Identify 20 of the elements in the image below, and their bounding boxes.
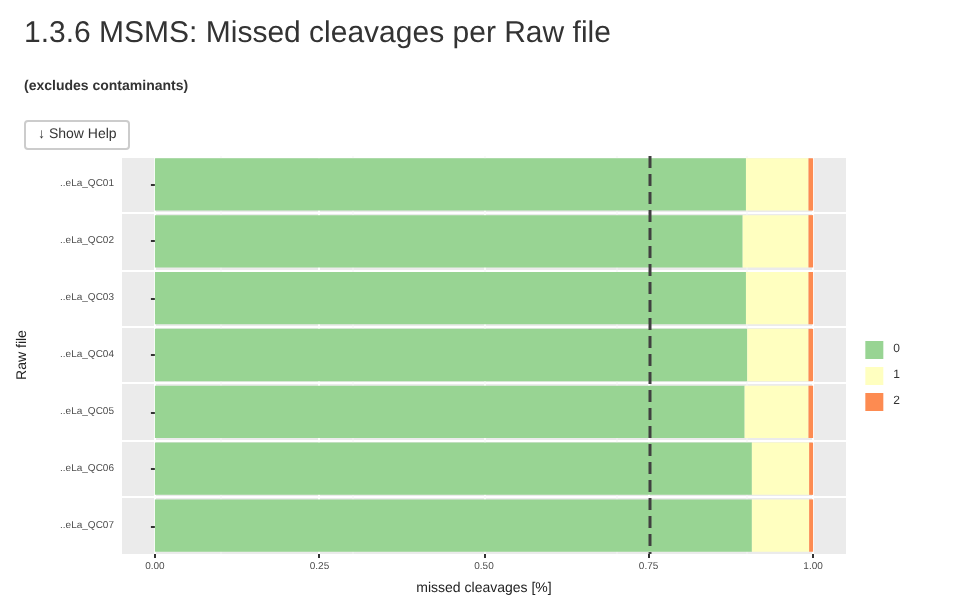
bar <box>154 158 746 211</box>
bar <box>154 215 743 268</box>
bar <box>154 385 745 439</box>
bar <box>742 215 809 268</box>
bar <box>808 271 814 325</box>
bar <box>745 158 809 211</box>
bar <box>154 271 746 325</box>
bar <box>154 499 752 552</box>
bar <box>751 442 810 495</box>
bar <box>808 385 814 439</box>
bar <box>154 442 752 495</box>
bar <box>747 328 809 382</box>
bar <box>744 385 809 439</box>
bar <box>808 328 814 382</box>
bar <box>751 499 810 552</box>
bar <box>808 215 814 268</box>
bar <box>808 158 814 211</box>
bar <box>154 328 748 382</box>
chart-title: 1.3.6 MSMS: Missed cleavages per Raw file <box>24 16 611 50</box>
bar <box>745 271 809 325</box>
